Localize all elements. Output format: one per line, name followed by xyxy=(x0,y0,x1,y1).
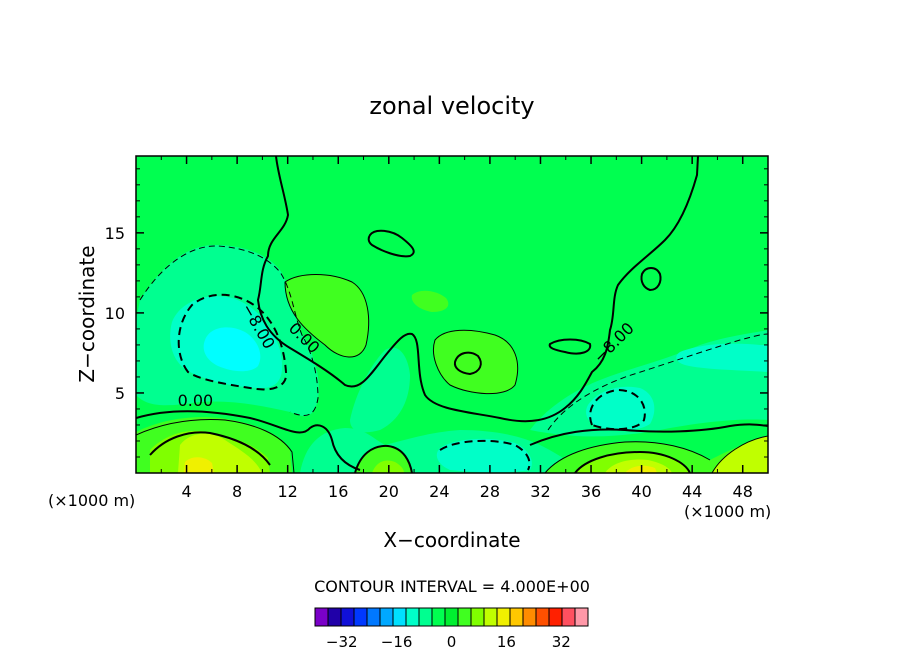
x-axis-label: X−coordinate xyxy=(383,528,520,552)
x-tick-label: 28 xyxy=(480,482,500,501)
field-mid-neg-3 xyxy=(350,347,410,433)
field-right-edge-pos xyxy=(712,436,768,473)
contour-pos4-blob xyxy=(284,274,370,358)
x-tick-label: 36 xyxy=(581,482,601,501)
contour-pos8-small xyxy=(453,351,482,376)
contour-pos8-left xyxy=(149,431,271,466)
contour-pos4-blob-2 xyxy=(433,329,519,395)
contour-label: 0.00 xyxy=(178,391,214,410)
colorbar-swatch xyxy=(366,607,381,627)
contour-zero-right xyxy=(529,423,768,446)
x-tick-label: 8 xyxy=(232,482,242,501)
field-right-neg-3 xyxy=(676,343,768,372)
contour-neg8-right xyxy=(589,388,646,431)
chart-title: zonal velocity xyxy=(369,92,534,120)
colorbar-swatch xyxy=(496,607,511,627)
x-axis: 4 8 12 16 20 24 28 32 36 40 44 48 xyxy=(160,156,753,501)
field-mid-pos-blob xyxy=(285,274,369,358)
colorbar-swatch xyxy=(392,607,407,627)
colorbar: −32 −16 0 16 32 xyxy=(314,607,589,651)
contour-lines xyxy=(136,156,768,473)
contour-zero-lower xyxy=(136,410,361,471)
colorbar-swatch xyxy=(483,607,498,627)
x-tick-label: 20 xyxy=(379,482,399,501)
x-tick-label: 32 xyxy=(530,482,550,501)
colorbar-swatch xyxy=(431,607,446,627)
field-small-pos-blob xyxy=(411,290,449,312)
colorbar-tick-label: 32 xyxy=(552,633,571,651)
contour-neg4-left xyxy=(139,245,319,416)
contour-neg4-right xyxy=(547,333,768,431)
colorbar-swatch xyxy=(379,607,394,627)
contour-plot-area: 0.000.00−8.00 −8.00 xyxy=(136,156,768,473)
x-tick-label: 24 xyxy=(429,482,449,501)
x-tick-label: 16 xyxy=(328,482,348,501)
colorbar-swatch xyxy=(340,607,355,627)
x-tick-label: 12 xyxy=(278,482,298,501)
colorbar-tick-label: 0 xyxy=(447,633,457,651)
colorbar-swatch xyxy=(353,607,368,627)
colorbar-tick-label: −16 xyxy=(381,633,413,651)
field-mid-neg-2 xyxy=(436,438,532,473)
colorbar-swatch xyxy=(522,607,537,627)
colorbar-swatch xyxy=(405,607,420,627)
y-axis: 5 10 15 xyxy=(105,168,768,458)
y-tick-label: 5 xyxy=(115,384,125,403)
colorbar-swatch xyxy=(470,607,485,627)
contour-zero-upper xyxy=(256,156,699,423)
field-left-neg-core xyxy=(203,327,261,372)
x-unit-left: (×1000 m) xyxy=(48,491,135,510)
contour-pos-mid-bottom xyxy=(354,444,413,473)
contour-closed-blob-mid-right xyxy=(548,338,592,355)
colorbar-swatch xyxy=(509,607,524,627)
contour-closed-blob-right xyxy=(640,267,662,292)
colorbar-swatch xyxy=(314,607,329,627)
colorbar-swatch xyxy=(457,607,472,627)
plot-frame xyxy=(135,155,769,474)
colorbar-swatch xyxy=(418,607,433,627)
contour-pos4-left xyxy=(136,419,295,473)
y-tick-label: 15 xyxy=(105,224,125,243)
contour-neg8-mid xyxy=(439,439,531,471)
field-mid-pos-blob-2 xyxy=(433,330,518,394)
contour-pos4-right xyxy=(544,441,711,473)
x-tick-label: 40 xyxy=(631,482,651,501)
y-axis-label: Z−coordinate xyxy=(75,245,99,382)
x-tick-label: 4 xyxy=(181,482,191,501)
colorbar-swatch xyxy=(444,607,459,627)
contour-neg8-left xyxy=(177,293,288,391)
y-tick-label: 10 xyxy=(105,304,125,323)
colorbar-swatch xyxy=(535,607,550,627)
colorbar-swatch xyxy=(574,607,589,627)
field-mid-bottom-pos-core xyxy=(372,460,404,473)
field-left-pos-4 xyxy=(184,457,214,473)
contour-pos8-right xyxy=(574,450,691,473)
x-tick-label: 48 xyxy=(733,482,753,501)
colorbar-swatch xyxy=(561,607,576,627)
colorbar-tick-label: −32 xyxy=(326,633,358,651)
x-tick-label: 44 xyxy=(682,482,702,501)
colorbar-swatch xyxy=(548,607,563,627)
colorbar-swatch xyxy=(327,607,342,627)
x-unit-right: (×1000 m) xyxy=(684,502,771,521)
contour-interval-label: CONTOUR INTERVAL = 4.000E+00 xyxy=(314,577,590,596)
contour-pos-right-edge xyxy=(711,435,768,473)
colorbar-tick-label: 16 xyxy=(497,633,516,651)
contour-closed-blob-top xyxy=(367,229,415,258)
